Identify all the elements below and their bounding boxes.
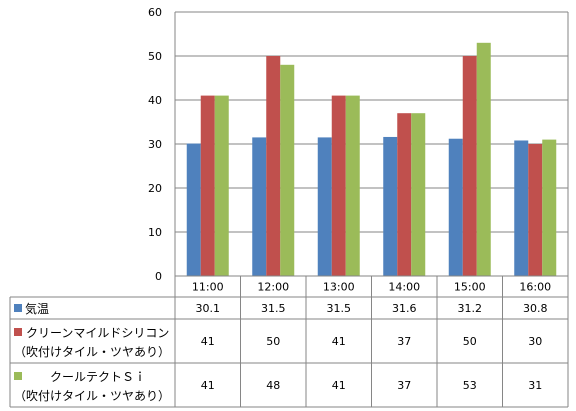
data-label: 30 [528, 335, 542, 348]
data-label: 37 [397, 379, 411, 392]
x-tick-label: 15:00 [454, 281, 486, 294]
x-tick-label: 16:00 [519, 281, 551, 294]
legend-label: 気温 [25, 301, 49, 316]
bar-series-1 [528, 144, 543, 276]
bar-series-1 [331, 95, 346, 276]
legend-swatch [14, 328, 22, 336]
bar-series-0 [252, 137, 267, 276]
bar-series-2 [345, 95, 360, 276]
y-tick-label: 20 [148, 182, 162, 195]
legend-label-note: （吹付けタイル・ツヤあり） [14, 345, 170, 359]
data-label: 30.8 [523, 302, 548, 315]
legend-label: クリーンマイルドシリコン [26, 326, 169, 340]
legend-swatch [14, 304, 22, 312]
data-label: 48 [266, 379, 280, 392]
y-tick-label: 40 [148, 94, 162, 107]
x-tick-label: 13:00 [323, 281, 355, 294]
data-label: 41 [332, 379, 346, 392]
bar-series-2 [280, 64, 295, 276]
x-tick-label: 11:00 [192, 281, 224, 294]
bar-series-1 [266, 56, 281, 276]
data-label: 31.2 [458, 302, 483, 315]
data-label: 41 [201, 379, 215, 392]
bar-series-2 [214, 95, 229, 276]
legend-label: クールテクトＳｉ [50, 370, 146, 384]
data-label: 37 [397, 335, 411, 348]
bar-series-1 [200, 95, 215, 276]
bar-series-0 [514, 140, 529, 276]
bar-series-2 [542, 139, 557, 276]
data-label: 31.6 [392, 302, 417, 315]
data-label: 50 [463, 335, 477, 348]
data-label: 41 [332, 335, 346, 348]
data-label: 31 [528, 379, 542, 392]
legend-swatch [14, 372, 22, 380]
bar-series-0 [186, 143, 201, 276]
data-label: 41 [201, 335, 215, 348]
y-tick-label: 10 [148, 226, 162, 239]
bar-series-2 [476, 42, 491, 276]
bar-series-2 [411, 113, 426, 276]
x-tick-label: 12:00 [257, 281, 289, 294]
data-label: 30.1 [196, 302, 221, 315]
bar-series-0 [448, 138, 463, 276]
legend-label-note: （吹付けタイル・ツヤあり） [14, 389, 170, 403]
y-tick-label: 60 [148, 6, 162, 19]
data-label: 31.5 [327, 302, 352, 315]
y-tick-label: 50 [148, 50, 162, 63]
bar-series-0 [383, 136, 398, 276]
x-tick-label: 14:00 [388, 281, 420, 294]
data-label: 50 [266, 335, 280, 348]
bar-series-1 [462, 56, 477, 276]
y-tick-label: 30 [148, 138, 162, 151]
bar-series-0 [317, 137, 332, 276]
y-tick-label: 0 [155, 270, 162, 283]
bar-series-1 [397, 113, 412, 276]
data-label: 31.5 [261, 302, 286, 315]
data-label: 53 [463, 379, 477, 392]
